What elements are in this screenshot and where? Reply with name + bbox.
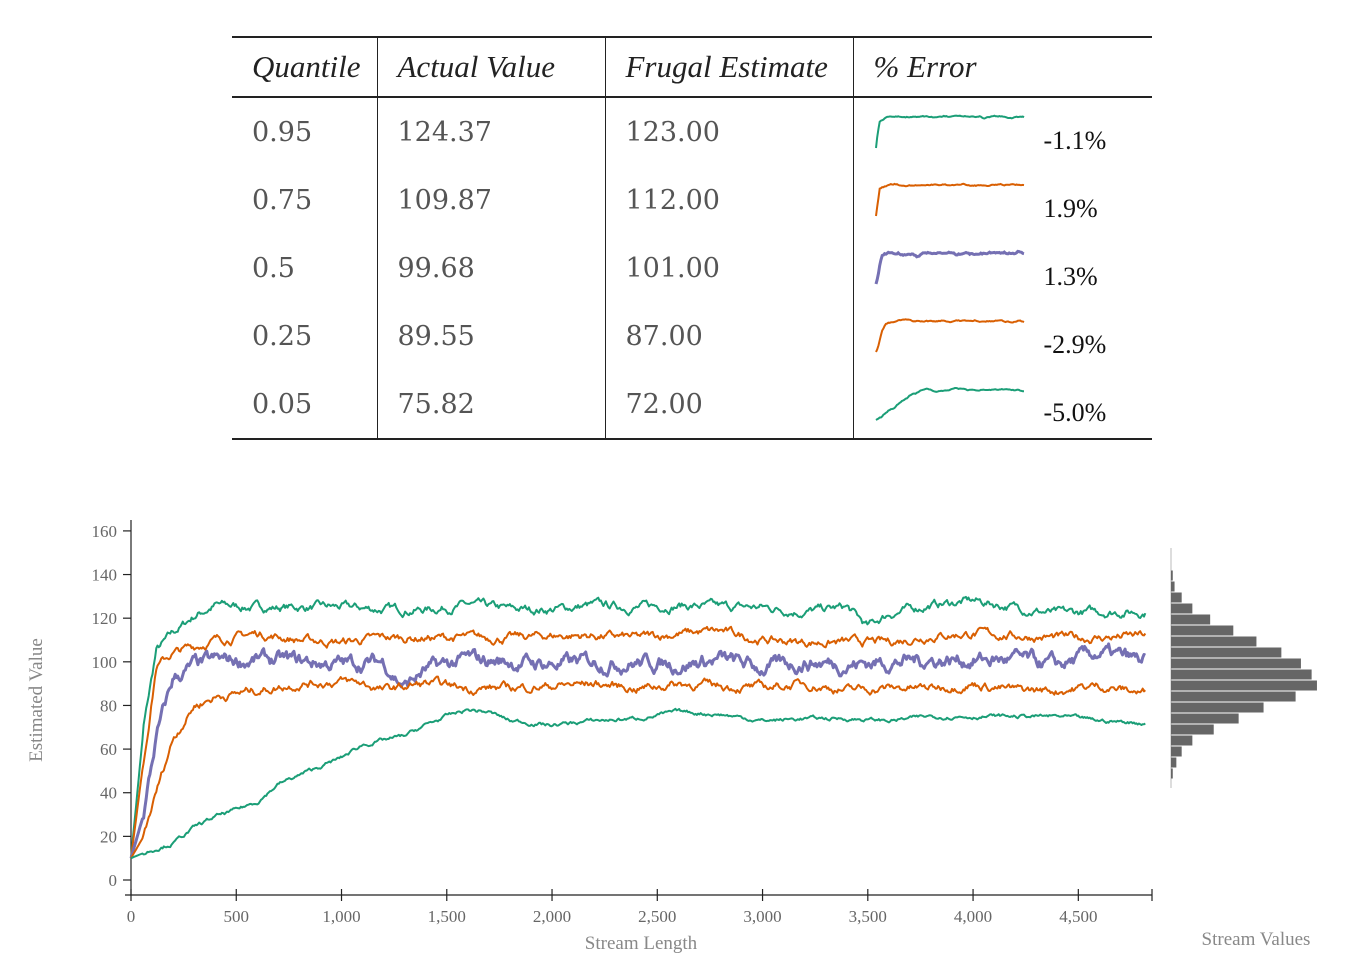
x-tick-label: 3,500 <box>849 907 887 926</box>
y-tick-label: 140 <box>92 566 118 585</box>
series-line-q0_95 <box>130 595 1147 859</box>
histogram-bar <box>1171 614 1211 625</box>
y-tick-label: 80 <box>100 696 117 715</box>
sparkline-path <box>874 114 1025 149</box>
x-tick-label: 1,500 <box>428 907 466 926</box>
histogram: Stream Values <box>1170 548 1317 950</box>
cell-error: -1.1% <box>853 97 1152 166</box>
header-frugal-estimate: Frugal Estimate <box>605 36 854 98</box>
x-tick-label: 0 <box>127 907 136 926</box>
y-axis-label: Estimated Value <box>26 638 47 762</box>
cell-quantile: 0.95 <box>232 97 378 166</box>
sparkline-path <box>874 387 1024 421</box>
x-tick-label: 4,500 <box>1059 907 1097 926</box>
error-value: -2.9% <box>1043 330 1107 359</box>
x-tick-label: 2,000 <box>533 907 571 926</box>
histogram-bar <box>1171 746 1182 757</box>
histogram-bar <box>1171 636 1257 647</box>
header-percent-error: % Error <box>853 36 1152 98</box>
histogram-bar <box>1171 669 1312 680</box>
series-line-q0_75 <box>130 625 1147 859</box>
cell-quantile: 0.05 <box>232 370 378 440</box>
histogram-bar <box>1171 724 1214 735</box>
cell-error: 1.3% <box>853 234 1152 302</box>
x-tick-label: 500 <box>224 907 250 926</box>
y-tick-label: 120 <box>92 609 118 628</box>
histogram-bar <box>1171 757 1177 768</box>
table-row: 0.25 89.55 87.00 -2.9% <box>232 302 1152 370</box>
sparkline <box>874 249 1024 285</box>
histogram-label: Stream Values <box>1202 929 1311 950</box>
table-row: 0.75 109.87 112.00 1.9% <box>232 166 1152 234</box>
cell-frugal-estimate: 112.00 <box>605 166 854 234</box>
error-value: -1.1% <box>1043 126 1107 155</box>
cell-actual-value: 89.55 <box>377 302 606 370</box>
histogram-bar <box>1171 647 1282 658</box>
cell-quantile: 0.25 <box>232 302 378 370</box>
error-value: 1.3% <box>1043 262 1098 291</box>
histogram-bar <box>1171 581 1175 592</box>
cell-error: -2.9% <box>853 302 1152 370</box>
cell-actual-value: 99.68 <box>377 234 606 302</box>
x-axis-label: Stream Length <box>585 933 698 954</box>
sparkline-path <box>874 249 1024 285</box>
series-line-q0_5 <box>129 642 1147 859</box>
y-tick-label: 40 <box>100 784 117 803</box>
series-line-q0_05 <box>130 707 1146 860</box>
x-tick-label: 4,000 <box>954 907 992 926</box>
y-tick-label: 0 <box>109 871 118 890</box>
cell-quantile: 0.5 <box>232 234 378 302</box>
cell-error: 1.9% <box>853 166 1152 234</box>
sparkline <box>874 182 1024 217</box>
y-tick-label: 20 <box>100 827 117 846</box>
histogram-bar <box>1171 735 1193 746</box>
histogram-bar <box>1171 680 1317 691</box>
x-tick-label: 2,500 <box>638 907 676 926</box>
histogram-bar <box>1171 713 1239 724</box>
histogram-bar <box>1171 603 1193 614</box>
cell-actual-value: 109.87 <box>377 166 606 234</box>
x-tick-label: 3,000 <box>743 907 781 926</box>
error-value: -5.0% <box>1043 398 1107 427</box>
cell-error: -5.0% <box>853 370 1152 440</box>
table-body: 0.95 124.37 123.00 -1.1% 0.75 109.87 112.00 1.9… <box>232 97 1152 440</box>
quantile-table-container: Quantile Actual Value Frugal Estimate % … <box>232 36 1152 440</box>
cell-frugal-estimate: 123.00 <box>605 97 854 166</box>
cell-frugal-estimate: 72.00 <box>605 370 854 440</box>
quantile-table: Quantile Actual Value Frugal Estimate % … <box>232 36 1152 440</box>
y-tick-label: 100 <box>92 653 118 672</box>
cell-actual-value: 75.82 <box>377 370 606 440</box>
table-row: 0.5 99.68 101.00 1.3% <box>232 234 1152 302</box>
histogram-bar <box>1171 658 1301 669</box>
table-row: 0.05 75.82 72.00 -5.0% <box>232 370 1152 440</box>
histogram-bar <box>1171 592 1182 603</box>
header-quantile: Quantile <box>232 36 378 98</box>
header-actual-value: Actual Value <box>377 36 606 98</box>
cell-frugal-estimate: 101.00 <box>605 234 854 302</box>
y-tick-label: 60 <box>100 740 117 759</box>
histogram-bar <box>1171 691 1296 702</box>
table-header-row: Quantile Actual Value Frugal Estimate % … <box>232 36 1152 98</box>
sparkline-path <box>874 318 1024 353</box>
histogram-bar <box>1171 702 1264 713</box>
line-chart: 0 20 40 60 80 100 120 140 160 0 500 1,000 1,500 2,000… <box>26 520 1153 954</box>
error-value: 1.9% <box>1043 194 1098 223</box>
histogram-bar <box>1171 570 1173 581</box>
table-row: 0.95 124.37 123.00 -1.1% <box>232 97 1152 166</box>
y-tick-label: 160 <box>92 522 118 541</box>
series-line-q0_25 <box>130 675 1146 859</box>
cell-frugal-estimate: 87.00 <box>605 302 854 370</box>
cell-quantile: 0.75 <box>232 166 378 234</box>
sparkline-path <box>874 182 1024 217</box>
sparkline <box>874 318 1024 353</box>
sparkline <box>874 387 1024 421</box>
cell-actual-value: 124.37 <box>377 97 606 166</box>
sparkline <box>874 114 1025 149</box>
histogram-bar <box>1171 625 1234 636</box>
x-tick-label: 1,000 <box>322 907 360 926</box>
histogram-bar <box>1171 768 1173 779</box>
